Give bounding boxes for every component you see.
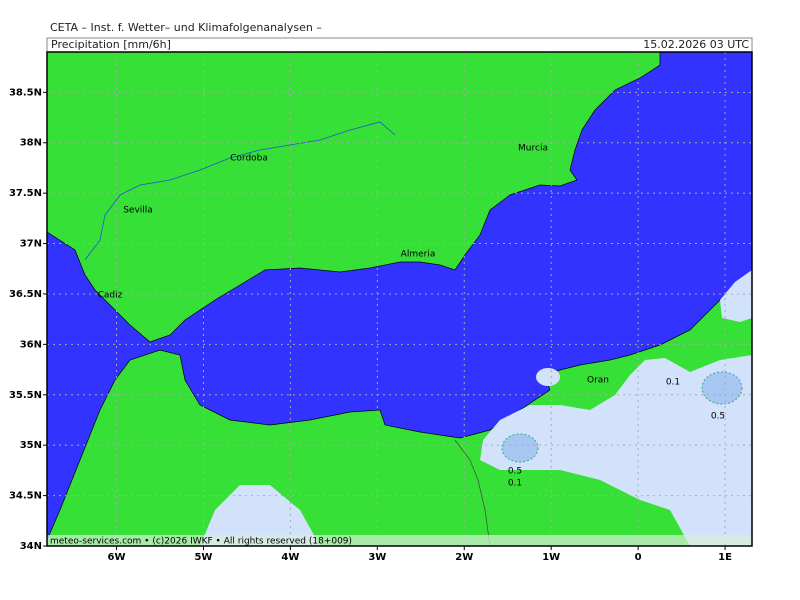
border bbox=[454, 439, 491, 546]
precip-core bbox=[701, 371, 743, 405]
y-tick-label: 37.5N bbox=[9, 188, 42, 199]
precip-area bbox=[480, 355, 752, 546]
map-frame bbox=[46, 51, 753, 547]
city-label: Murcia bbox=[518, 144, 548, 154]
x-tick-label: 4W bbox=[281, 552, 299, 563]
contour-label: 0.1 bbox=[508, 479, 522, 489]
map: meteo-services.com • (c)2026 IWKF • All … bbox=[47, 52, 752, 547]
grid bbox=[47, 52, 752, 546]
x-tick-label: 3W bbox=[368, 552, 386, 563]
footer-bar bbox=[47, 535, 752, 546]
city-label: Cordoba bbox=[230, 154, 268, 164]
y-tick-label: 34N bbox=[20, 541, 42, 552]
x-tick-label: 5W bbox=[194, 552, 212, 563]
precip-area bbox=[200, 485, 320, 546]
y-tick-label: 36.5N bbox=[9, 289, 42, 300]
contour-label: 0.1 bbox=[666, 378, 680, 388]
x-tick-label: 2W bbox=[455, 552, 473, 563]
x-tick-label: 0 bbox=[635, 552, 642, 563]
city-label: Cadiz bbox=[98, 291, 123, 301]
contour-label: 0.5 bbox=[711, 412, 725, 422]
sea bbox=[47, 52, 752, 541]
city-label: Almeria bbox=[401, 250, 436, 260]
y-tick-label: 38N bbox=[20, 138, 42, 149]
city-label: Oran bbox=[587, 376, 609, 386]
y-tick-label: 38.5N bbox=[9, 87, 42, 98]
header-timestamp: 15.02.2026 03 UTC bbox=[643, 38, 749, 51]
river bbox=[84, 121, 396, 261]
x-tick-label: 6W bbox=[108, 552, 126, 563]
y-tick-label: 34.5N bbox=[9, 491, 42, 502]
header-subtitle: Precipitation [mm/6h] bbox=[51, 38, 171, 51]
precip-core bbox=[501, 433, 539, 463]
footer: meteo-services.com • (c)2026 IWKF • All … bbox=[50, 537, 352, 547]
contour-label: 0.5 bbox=[508, 467, 522, 477]
precip-area bbox=[720, 270, 752, 322]
y-tick-label: 35.5N bbox=[9, 390, 42, 401]
header-title: CETA – Inst. f. Wetter– und Klimafolgena… bbox=[50, 21, 322, 34]
city-label: Sevilla bbox=[123, 206, 153, 216]
y-tick-label: 35N bbox=[20, 440, 42, 451]
x-tick-label: 1E bbox=[718, 552, 732, 563]
y-tick-label: 36N bbox=[20, 339, 42, 350]
y-tick-label: 37N bbox=[20, 239, 42, 250]
precip-area bbox=[536, 368, 560, 386]
x-tick-label: 1W bbox=[542, 552, 560, 563]
